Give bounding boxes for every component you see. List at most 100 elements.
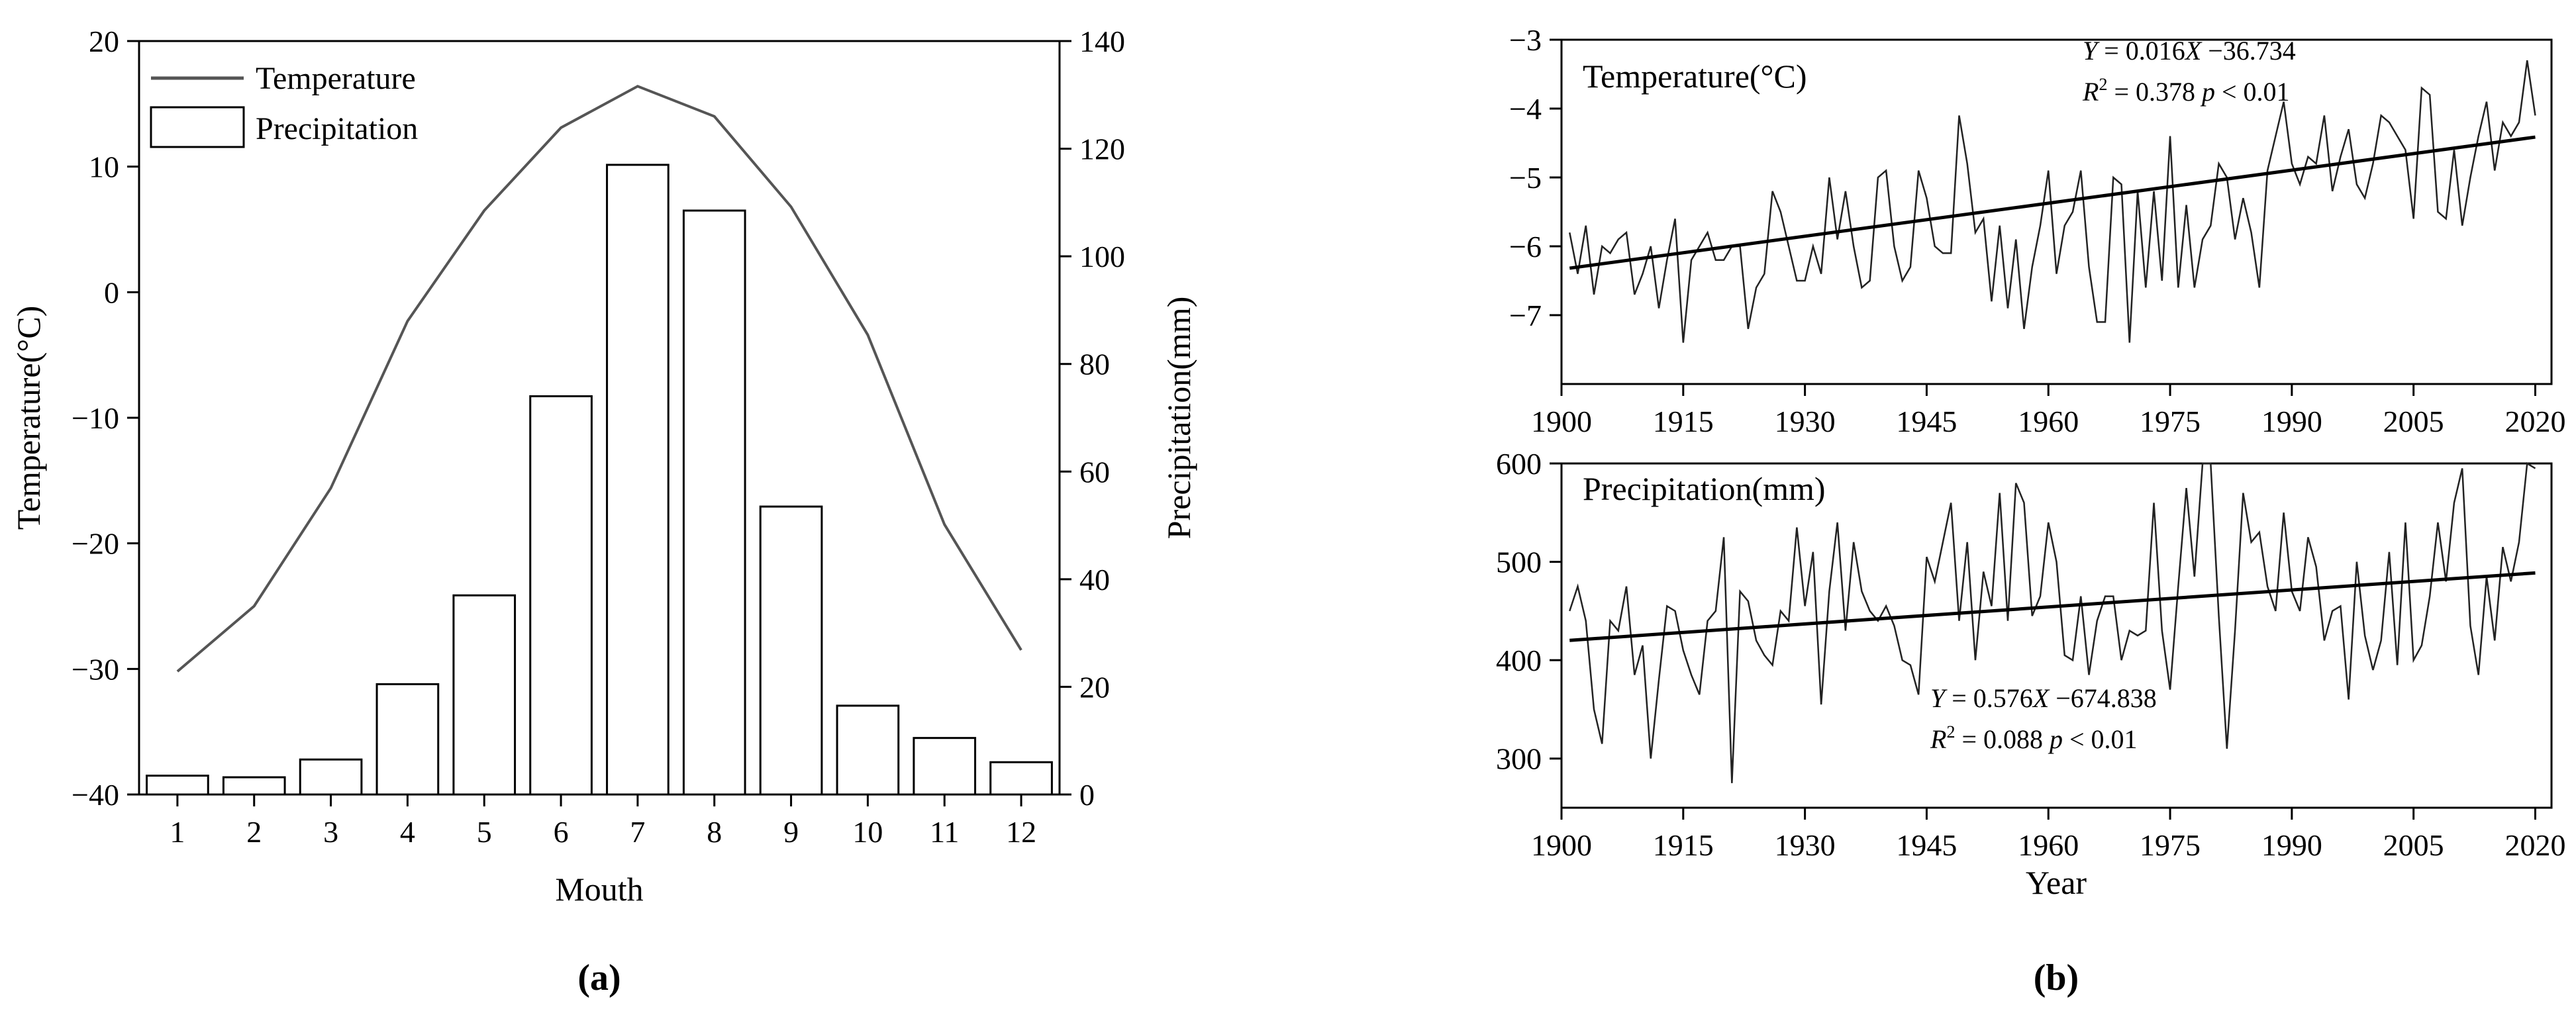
- panel-label-a: (a): [577, 957, 620, 998]
- x-tick-label: 1975: [2140, 405, 2201, 438]
- x-tick-label: 2005: [2383, 828, 2444, 862]
- legend-precipitation-swatch: [150, 106, 245, 148]
- y-right-tick-label: 140: [1079, 24, 1125, 58]
- x-tick-label: 9: [783, 815, 799, 849]
- x-tick-label: 1960: [2018, 405, 2079, 438]
- chart-b-temperature: 1900 1915 1930 1945 1960 1975 1990 2005 2020 −3 −…: [1509, 23, 2565, 438]
- x-tick-label: 1915: [1653, 405, 1714, 438]
- x-tick-label: 11: [930, 815, 959, 849]
- panel-label-b: (b): [2034, 957, 2079, 998]
- precipitation-bar-3: [299, 758, 363, 796]
- precipitation-bar-2: [222, 776, 286, 796]
- chart-b-bottom-stats: R2 = 0.088 p < 0.01: [1930, 722, 2138, 754]
- x-tick-label: 1930: [1775, 405, 1836, 438]
- chart-b-top-intercept: −36.734: [2208, 36, 2296, 66]
- x-tick-label: 2: [246, 815, 262, 849]
- precipitation-bar-4: [375, 683, 440, 796]
- chart-a-frame: [138, 40, 1061, 796]
- chart-b-xlabel: Year: [2026, 864, 2087, 901]
- precipitation-bar-10: [836, 704, 900, 796]
- y-right-tick-label: 60: [1079, 455, 1110, 489]
- y-tick-label: −4: [1509, 92, 1542, 126]
- y-right-tick-label: 20: [1079, 670, 1110, 704]
- x-tick-label: 1930: [1775, 828, 1836, 862]
- y-tick-label: −5: [1509, 161, 1542, 195]
- chart-b-bottom-slope: = 0.576: [1952, 683, 2033, 713]
- y-left-tick-label: −40: [72, 778, 119, 812]
- x-tick-label: 8: [707, 815, 722, 849]
- chart-b-precipitation: 1900 1915 1930 1945 1960 1975 1990 2005 2020 600…: [1496, 447, 2565, 998]
- x-tick-label: 7: [630, 815, 645, 849]
- temperature-line: [176, 85, 1022, 673]
- x-tick-label: 1990: [2261, 828, 2322, 862]
- x-tick-label: 1900: [1531, 828, 1592, 862]
- chart-a-ylabel-right: Precipitation(mm): [1160, 297, 1197, 540]
- chart-b-bottom-intercept: −674.838: [2056, 683, 2157, 713]
- chart-a-ylabel-left: Temperature(°C): [10, 306, 47, 530]
- x-tick-label: 3: [323, 815, 338, 849]
- precipitation-bar-1: [146, 775, 209, 796]
- x-tick-label: 1945: [1896, 828, 1957, 862]
- legend-a: Temperature Precipitation: [150, 61, 418, 148]
- y-left-tick-label: 0: [104, 275, 119, 309]
- x-tick-label: 1915: [1653, 828, 1714, 862]
- chart-b-top-frame: [1560, 38, 2553, 385]
- y-tick-label: −6: [1509, 230, 1542, 264]
- precipitation-bar-7: [606, 164, 669, 796]
- y-right-tick-label: 100: [1079, 240, 1125, 273]
- chart-b-bottom-p: < 0.01: [2069, 724, 2138, 754]
- pbt-trend-line: [1569, 135, 2536, 270]
- y-right-tick-label: 120: [1079, 132, 1125, 166]
- x-tick-label: 1960: [2018, 828, 2079, 862]
- y-tick-label: 600: [1496, 447, 1542, 481]
- y-right-tick-label: 80: [1079, 348, 1110, 381]
- x-tick-label: 4: [400, 815, 415, 849]
- legend-precipitation-label: Precipitation: [256, 111, 418, 146]
- x-tick-label: 1945: [1896, 405, 1957, 438]
- y-tick-label: −3: [1509, 23, 1542, 57]
- y-tick-label: 500: [1496, 546, 1542, 579]
- x-tick-label: 12: [1006, 815, 1036, 849]
- x-tick-label: 2020: [2504, 828, 2565, 862]
- x-tick-label: 1990: [2261, 405, 2322, 438]
- pbt-annual-line: [1569, 60, 2536, 343]
- x-tick-label: 2005: [2383, 405, 2444, 438]
- chart-b-top-p: < 0.01: [2222, 77, 2290, 107]
- x-tick-label: 10: [852, 815, 883, 849]
- y-right-tick-label: 40: [1079, 563, 1110, 597]
- chart-b-top-equation: Y = 0.016X −36.734: [2083, 36, 2296, 66]
- y-tick-label: −7: [1509, 299, 1542, 332]
- precipitation-bar-9: [759, 505, 823, 796]
- y-left-tick-label: −10: [72, 401, 119, 435]
- x-tick-label: 6: [554, 815, 569, 849]
- y-tick-label: 300: [1496, 742, 1542, 776]
- chart-b-top-slope: = 0.016: [2104, 36, 2185, 66]
- y-left-tick-label: −30: [72, 652, 119, 686]
- y-tick-label: 400: [1496, 644, 1542, 677]
- x-tick-label: 5: [477, 815, 492, 849]
- x-tick-label: 1900: [1531, 405, 1592, 438]
- precipitation-bar-6: [529, 395, 593, 796]
- chart-b-bottom-frame: [1560, 462, 2553, 809]
- y-right-tick-label: 0: [1079, 778, 1095, 812]
- precipitation-bar-12: [989, 761, 1053, 796]
- chart-a-xlabel: Mouth: [555, 871, 643, 908]
- legend-temperature-label: Temperature: [256, 61, 416, 96]
- pbb-trend-line: [1569, 571, 2536, 642]
- x-tick-label: 1: [170, 815, 185, 849]
- chart-b-top-r2: = 0.378: [2114, 77, 2195, 107]
- y-left-tick-label: 20: [89, 24, 119, 58]
- chart-b-top-title: Temperature(°C): [1583, 58, 1807, 95]
- chart-b-bottom-title: Precipitation(mm): [1583, 470, 1826, 507]
- y-left-tick-label: −20: [72, 527, 119, 561]
- pbb-annual-line: [1569, 461, 2536, 783]
- chart-b-top-stats: R2 = 0.378 p < 0.01: [2082, 75, 2290, 107]
- chart-b-bottom-equation: Y = 0.576X −674.838: [1930, 683, 2157, 713]
- y-left-tick-label: 10: [89, 150, 119, 184]
- x-tick-label: 1975: [2140, 828, 2201, 862]
- chart-b-bottom-r2: = 0.088: [1961, 724, 2043, 754]
- precipitation-bar-8: [682, 209, 746, 796]
- precipitation-bar-11: [913, 737, 977, 796]
